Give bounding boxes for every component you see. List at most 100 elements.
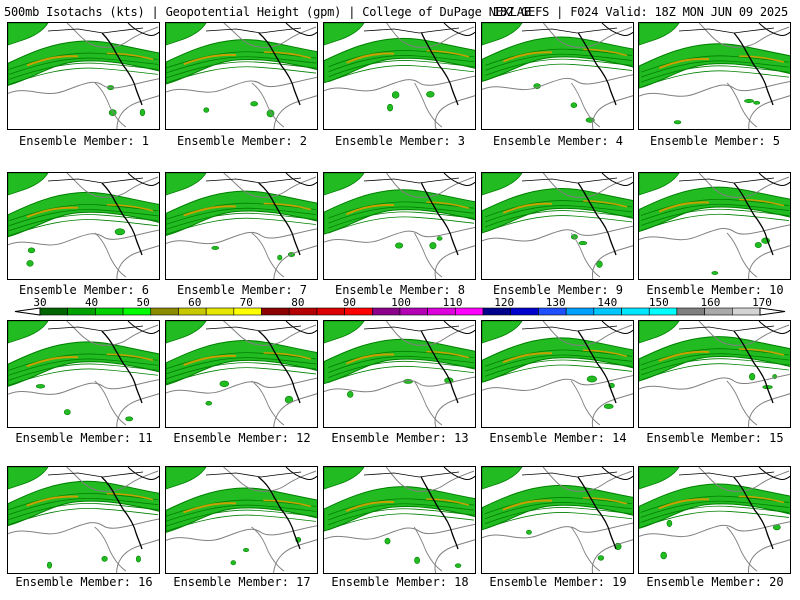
- isotach-patch: [395, 242, 404, 249]
- coastline: [413, 526, 443, 572]
- jet-core: [263, 499, 312, 508]
- jet-core: [426, 201, 470, 209]
- colorbar-swatch: [510, 307, 539, 316]
- coastline: [251, 380, 285, 426]
- isotach-patch: [26, 260, 34, 267]
- colorbar-swatch: [704, 307, 733, 316]
- coastline: [733, 476, 774, 550]
- border-line: [678, 177, 775, 184]
- jet-core: [582, 496, 628, 505]
- isotach-patch: [101, 555, 108, 562]
- jet-core: [26, 206, 79, 218]
- isotach-streak: [166, 514, 317, 532]
- isotach-streak: [641, 70, 790, 88]
- height-contour: [482, 225, 633, 242]
- coastline: [726, 526, 758, 572]
- isotach-streak: [166, 504, 317, 522]
- isotach-patch: [384, 537, 391, 545]
- jet-core: [263, 352, 312, 360]
- isotach-streak: [485, 58, 633, 76]
- northern-jet-patch: [639, 173, 680, 196]
- ensemble-member-map: [481, 466, 634, 574]
- ensemble-member-caption: Ensemble Member: 19: [489, 575, 627, 589]
- isotach-streak: [8, 209, 159, 227]
- colorbar-swatch: [205, 307, 235, 316]
- ensemble-member-caption: Ensemble Member: 16: [15, 575, 153, 589]
- northern-jet-patch: [482, 173, 523, 196]
- coastline: [127, 173, 159, 186]
- height-contour: [639, 81, 790, 97]
- colorbar-swatch: [67, 307, 96, 316]
- isotach-streak: [640, 198, 790, 216]
- isotach-streak: [641, 60, 790, 78]
- isotach-streak: [328, 50, 475, 68]
- border-line: [678, 471, 775, 478]
- isotach-patch: [243, 547, 250, 553]
- ensemble-member-map: [323, 466, 476, 574]
- northern-jet-patch: [166, 467, 207, 490]
- jet-core: [107, 52, 154, 61]
- height-contour: [748, 393, 790, 427]
- colorbar-tick-label: 60: [188, 296, 201, 309]
- height-contour: [639, 521, 790, 538]
- isotach-streak: [166, 207, 317, 225]
- coastline: [285, 321, 317, 334]
- isotach-patch: [35, 384, 46, 389]
- height-contour: [8, 518, 159, 535]
- border-line: [363, 471, 460, 478]
- border-line: [521, 325, 618, 332]
- isotach-patch: [205, 401, 213, 406]
- isotach-streak: [328, 201, 475, 219]
- border-line: [205, 325, 302, 332]
- ensemble-member-map: [323, 320, 476, 428]
- isotach-patch: [570, 102, 578, 108]
- ensemble-member-map: [638, 320, 791, 428]
- height-contour: [8, 229, 159, 246]
- colorbar-swatch: [288, 307, 318, 316]
- border-line: [205, 27, 302, 34]
- isotach-streak: [166, 217, 317, 235]
- border-line: [47, 471, 144, 478]
- northern-jet-patch: [482, 321, 523, 344]
- ensemble-member-map: [7, 466, 160, 574]
- coastline: [570, 380, 601, 426]
- jet-core: [738, 348, 785, 356]
- coastline: [285, 23, 317, 36]
- height-contour: [116, 393, 159, 427]
- colorbar-swatch: [482, 307, 512, 316]
- northern-jet-patch: [8, 321, 49, 344]
- northern-jet-patch: [324, 23, 365, 46]
- jet-core: [26, 356, 79, 368]
- isotach-streak: [8, 492, 159, 511]
- isotach-streak: [166, 202, 317, 220]
- isotach-streak: [166, 509, 317, 527]
- coastline: [577, 476, 617, 550]
- isotach-patch: [211, 245, 220, 250]
- ensemble-member-caption: Ensemble Member: 20: [646, 575, 784, 589]
- colorbar-swatch: [316, 307, 345, 316]
- isotach-patch: [436, 236, 443, 241]
- isotach-patch: [526, 529, 532, 535]
- colorbar-tick-label: 150: [649, 296, 669, 309]
- border-line: [205, 177, 302, 184]
- ensemble-member-caption: Ensemble Member: 7: [176, 283, 308, 297]
- coastline: [258, 330, 301, 404]
- isotach-streak: [640, 203, 790, 221]
- height-contour: [324, 523, 475, 540]
- jet-core: [345, 353, 395, 365]
- jet-core: [739, 198, 785, 207]
- height-contour: [324, 75, 475, 92]
- coastline: [251, 526, 285, 572]
- isotach-streak: [8, 219, 159, 237]
- border-line: [47, 325, 144, 332]
- isotach-patch: [754, 242, 762, 249]
- northern-jet-patch: [482, 23, 523, 46]
- isotach-streak: [328, 60, 475, 78]
- coastline: [285, 467, 317, 480]
- jet-core: [106, 492, 154, 501]
- isotach-streak: [485, 48, 633, 66]
- colorbar-swatch: [95, 307, 124, 316]
- isotach-streak: [8, 57, 159, 75]
- coastline: [443, 173, 475, 186]
- ensemble-member-map: [638, 466, 791, 574]
